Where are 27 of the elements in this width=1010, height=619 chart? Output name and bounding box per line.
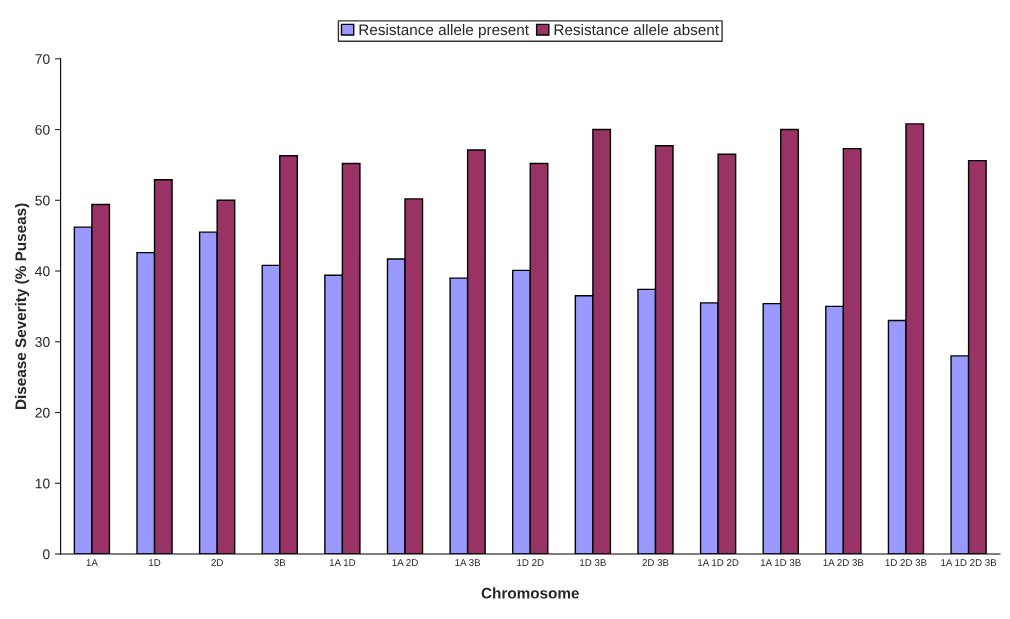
x-tick-label: 2D (211, 559, 223, 566)
y-tick-label: 50 (35, 195, 50, 206)
x-tick-label: 1A 1D 2D (698, 559, 739, 566)
x-tick-label: 1A 3B (455, 559, 481, 567)
y-tick-label: 70 (35, 54, 50, 64)
x-tick-label: 1D 2D 3B (885, 559, 927, 567)
x-tick-label: 1D 3B (580, 559, 606, 567)
legend-label: Resistance allele absent (554, 23, 719, 36)
y-tick-label: 60 (35, 124, 50, 135)
x-tick-label: 1A (86, 559, 98, 566)
x-tick-label: 1D (149, 559, 161, 566)
y-tick-label: 40 (35, 266, 50, 277)
x-tick-label: 1A 1D (329, 559, 356, 566)
x-tick-label: 1A 2D (392, 559, 418, 566)
legend-label: Resistance allele present (359, 23, 529, 39)
y-tick-label: 10 (35, 478, 50, 489)
x-tick-label: 1D 2D (517, 559, 544, 566)
y-tick-label: 30 (35, 337, 50, 347)
x-tick-label: 1A 1D 3B (760, 559, 801, 567)
y-tick-label: 0 (43, 549, 50, 560)
x-tick-label: 1A 1D 2D 3B (941, 559, 997, 567)
x-tick-label: 3B (274, 559, 286, 567)
x-tick-label: 1A 2D 3B (823, 559, 864, 567)
y-tick-label: 20 (35, 407, 50, 418)
x-axis-title: Chromosome (481, 587, 579, 599)
y-axis-title: Disease Severity (% Puseas) (14, 203, 30, 409)
x-tick-label: 2D 3B (642, 559, 669, 567)
